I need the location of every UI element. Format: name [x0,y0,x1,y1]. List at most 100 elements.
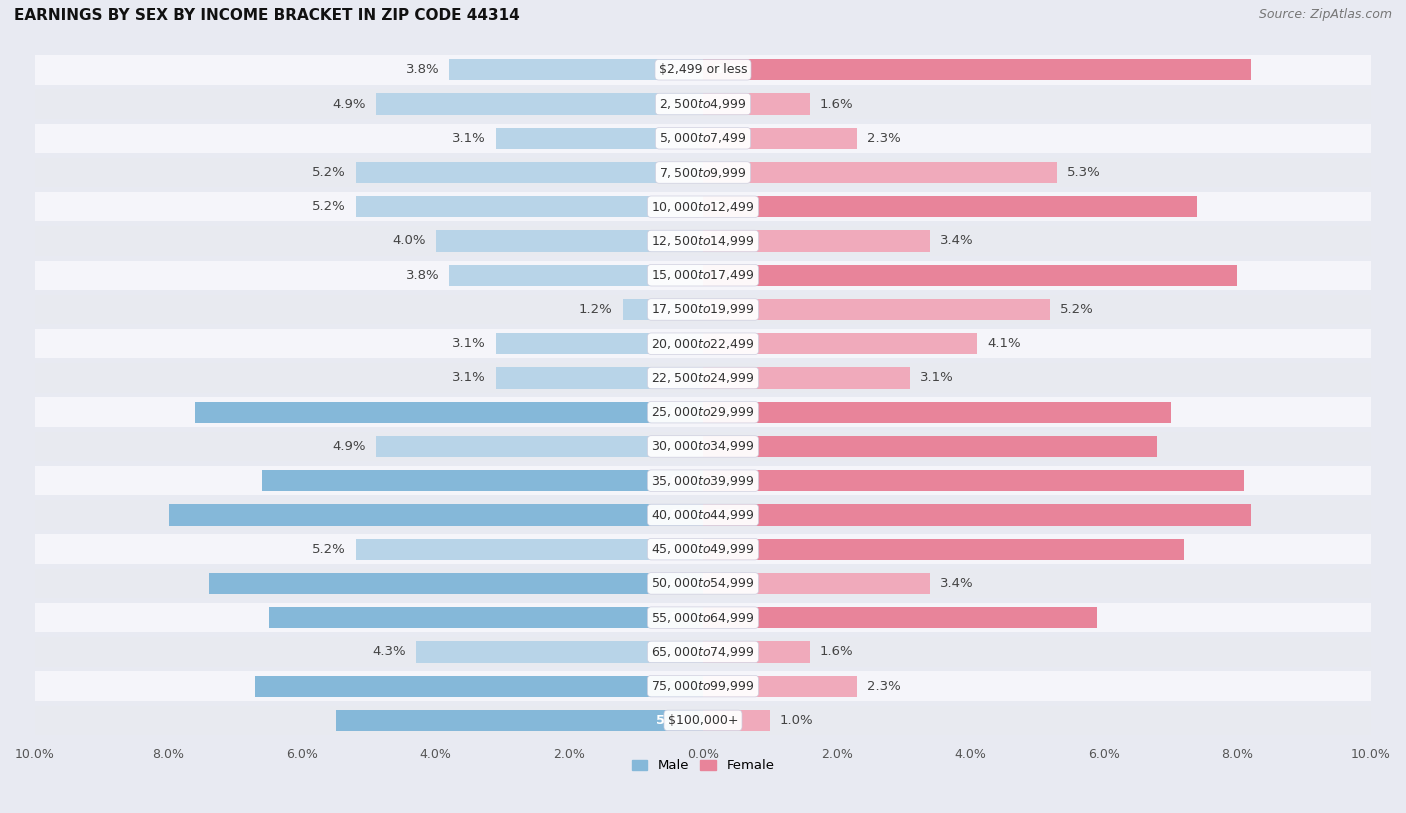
Bar [356,538,703,560]
Text: 5.3%: 5.3% [1067,166,1101,179]
Text: 5.2%: 5.2% [312,200,346,213]
Text: 5.2%: 5.2% [1060,303,1094,316]
Bar [623,299,703,320]
Text: $20,000 to $22,499: $20,000 to $22,499 [651,337,755,350]
Text: $40,000 to $44,999: $40,000 to $44,999 [651,508,755,522]
Bar [35,329,1371,359]
Text: 4.1%: 4.1% [987,337,1021,350]
Text: Source: ZipAtlas.com: Source: ZipAtlas.com [1258,8,1392,21]
Text: $65,000 to $74,999: $65,000 to $74,999 [651,645,755,659]
Bar [35,226,1371,256]
Bar [35,363,1371,393]
Bar [703,436,1157,457]
Bar [195,402,703,423]
Bar [35,260,1371,290]
Bar [35,500,1371,529]
Text: 8.0%: 8.0% [713,269,749,282]
Text: 1.0%: 1.0% [780,714,814,727]
Text: 6.6%: 6.6% [657,474,693,487]
Text: $17,500 to $19,999: $17,500 to $19,999 [651,302,755,316]
Bar [703,59,1251,80]
Bar [416,641,703,663]
Text: $55,000 to $64,999: $55,000 to $64,999 [651,611,755,624]
Text: 5.2%: 5.2% [312,166,346,179]
Bar [703,641,810,663]
Text: 6.5%: 6.5% [657,611,693,624]
Bar [35,603,1371,633]
Text: 4.3%: 4.3% [373,646,406,659]
Text: $75,000 to $99,999: $75,000 to $99,999 [651,679,755,693]
Bar [703,333,977,354]
Bar [703,504,1251,525]
Text: $100,000+: $100,000+ [668,714,738,727]
Bar [35,637,1371,667]
Bar [35,432,1371,461]
Bar [256,676,703,697]
Text: $30,000 to $34,999: $30,000 to $34,999 [651,440,755,454]
Bar [269,607,703,628]
Bar [356,196,703,217]
Bar [356,162,703,183]
Text: 1.6%: 1.6% [820,98,853,111]
Bar [35,124,1371,153]
Bar [703,128,856,149]
Text: 3.4%: 3.4% [941,234,974,247]
Bar [35,158,1371,187]
Text: 6.8%: 6.8% [713,440,749,453]
Bar [703,607,1097,628]
Bar [375,93,703,115]
Text: 7.0%: 7.0% [713,406,749,419]
Bar [496,128,703,149]
Bar [436,230,703,251]
Bar [703,299,1050,320]
Text: $10,000 to $12,499: $10,000 to $12,499 [651,200,755,214]
Text: $2,500 to $4,999: $2,500 to $4,999 [659,97,747,111]
Text: 6.7%: 6.7% [657,680,693,693]
Text: 4.9%: 4.9% [332,98,366,111]
Bar [336,710,703,731]
Text: 8.0%: 8.0% [657,508,693,521]
Text: 8.2%: 8.2% [713,63,749,76]
Text: 4.9%: 4.9% [332,440,366,453]
Bar [35,55,1371,85]
Legend: Male, Female: Male, Female [626,754,780,778]
Bar [703,230,931,251]
Text: $7,500 to $9,999: $7,500 to $9,999 [659,166,747,180]
Bar [35,706,1371,735]
Bar [35,534,1371,564]
Text: 3.1%: 3.1% [920,372,953,385]
Bar [703,676,856,697]
Bar [375,436,703,457]
Text: 7.4%: 7.4% [657,577,693,590]
Bar [262,470,703,491]
Bar [703,162,1057,183]
Bar [35,466,1371,495]
Bar [703,573,931,594]
Text: 5.5%: 5.5% [657,714,693,727]
Text: $12,500 to $14,999: $12,500 to $14,999 [651,234,755,248]
Bar [703,470,1244,491]
Text: 7.2%: 7.2% [713,542,749,555]
Text: $35,000 to $39,999: $35,000 to $39,999 [651,474,755,488]
Text: 5.2%: 5.2% [312,542,346,555]
Bar [703,710,770,731]
Bar [35,295,1371,324]
Bar [703,367,910,389]
Bar [703,264,1237,286]
Bar [703,196,1198,217]
Bar [703,402,1171,423]
Bar [35,672,1371,701]
Text: 3.8%: 3.8% [405,63,439,76]
Bar [35,192,1371,221]
Text: 1.2%: 1.2% [579,303,613,316]
Bar [449,264,703,286]
Text: 8.1%: 8.1% [713,474,749,487]
Text: $22,500 to $24,999: $22,500 to $24,999 [651,371,755,385]
Text: $2,499 or less: $2,499 or less [659,63,747,76]
Text: 7.6%: 7.6% [657,406,693,419]
Text: $15,000 to $17,499: $15,000 to $17,499 [651,268,755,282]
Text: $5,000 to $7,499: $5,000 to $7,499 [659,131,747,146]
Text: 5.9%: 5.9% [713,611,749,624]
Bar [449,59,703,80]
Bar [35,569,1371,598]
